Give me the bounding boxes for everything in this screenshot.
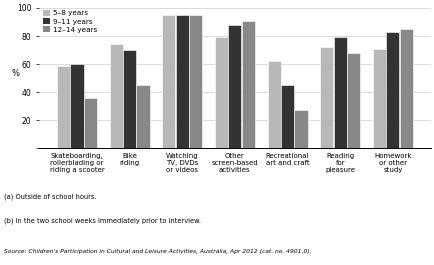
Text: (a) Outside of school hours.: (a) Outside of school hours.	[4, 193, 97, 200]
Bar	[280, 85, 293, 148]
Bar	[162, 15, 175, 148]
Bar	[136, 85, 149, 148]
Text: Source: Children's Participation in Cultural and Leisure Activities, Australia, : Source: Children's Participation in Cult…	[4, 249, 311, 254]
Bar	[214, 37, 227, 148]
Bar	[241, 21, 254, 148]
Bar	[84, 98, 97, 148]
Y-axis label: %: %	[12, 69, 20, 78]
Bar	[267, 61, 280, 148]
Bar	[57, 65, 70, 148]
Bar	[333, 37, 346, 148]
Bar	[175, 15, 188, 148]
Bar	[385, 32, 398, 148]
Text: (b) In the two school weeks immediately prior to interview.: (b) In the two school weeks immediately …	[4, 217, 201, 224]
Bar	[399, 29, 412, 148]
Bar	[70, 64, 83, 148]
Bar	[189, 15, 202, 148]
Legend: 5–8 years, 9–11 years, 12–14 years: 5–8 years, 9–11 years, 12–14 years	[43, 10, 97, 33]
Bar	[228, 25, 241, 148]
Bar	[294, 111, 307, 148]
Bar	[346, 53, 359, 148]
Bar	[109, 45, 122, 148]
Bar	[319, 47, 332, 148]
Bar	[123, 50, 136, 148]
Bar	[372, 49, 385, 148]
